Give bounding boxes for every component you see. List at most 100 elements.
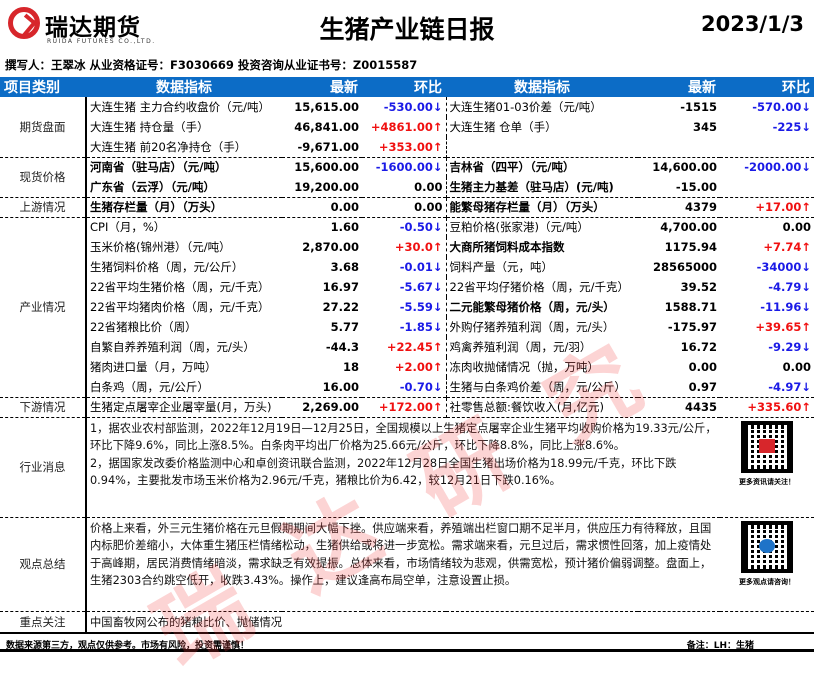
disclaimer: 数据来源第三方，观点仅供参考。市场有风险，投资需谨慎！: [6, 641, 250, 651]
change-value: +39.65↑: [755, 320, 811, 334]
table-row: 现货价格 河南省（驻马店）（元/吨） 15,600.00 -1600.00↓ 吉林省（四…: [0, 156, 814, 197]
latest-value: 15,600.00: [282, 156, 362, 177]
table-row: 22省猪粮比价（周） 5.77 -1.85↓ 外购仔猪养殖利润（周，元/头） -175.…: [0, 317, 814, 337]
indicator-name: 生猪定点屠宰企业屠宰量(月，万头): [86, 396, 282, 417]
column-header: 数据指标: [446, 77, 638, 97]
category-label: 重点关注: [0, 610, 87, 633]
change-value: -1.85↓: [399, 320, 443, 334]
column-header: 环比: [720, 77, 814, 97]
change-value: -5.67↓: [399, 280, 443, 294]
table-row: 广东省（云浮）（元/吨） 19,200.00 0.00 生猪主力基差（驻马店）(元/吨…: [0, 177, 814, 197]
latest-value: 2,870.00: [302, 240, 359, 254]
report-date: 2023/1/3: [700, 12, 804, 36]
indicator-name: 22省平均猪肉价格（周，元/千克）: [90, 300, 270, 314]
qr-caption: 更多资讯请关注！: [739, 477, 795, 486]
change-value: -0.70↓: [399, 379, 443, 394]
indicator-name: 大连生猪 前20名净持仓（手）: [90, 139, 247, 154]
latest-value: 27.22: [322, 300, 359, 314]
latest-value: -1515: [680, 100, 717, 114]
data-table: 项目类别 数据指标 最新 环比 数据指标 最新 环比 期货盘面 大连生猪 主力合约收盘价（元/…: [0, 77, 814, 633]
brand-english: RUIDA FUTURES CO.,LTD.: [47, 38, 156, 45]
latest-value: 1588.71: [664, 300, 717, 314]
table-row: 白条鸡（周，元/公斤） 16.00 -0.70↓ 生猪与白条鸡价差（周，元/公斤） 0.…: [0, 377, 814, 397]
category-label: 上游情况: [0, 196, 87, 217]
indicator-name: 饲料产量（元，吨）: [445, 257, 638, 277]
latest-value: 19,200.00: [294, 179, 359, 194]
latest-value: 46,841.00: [294, 120, 359, 134]
report-header: 瑞达期货 RUIDA FUTURES CO.,LTD. 生猪产业链日报 2023…: [0, 0, 814, 52]
latest-value: 15,615.00: [294, 100, 359, 114]
table-row: 期货盘面 大连生猪 主力合约收盘价（元/吨） 15,615.00 -530.00↓ 大连…: [0, 97, 814, 157]
indicator-name: 二元能繁母猪价格（周，元/头）: [445, 297, 638, 317]
change-value: +4861.00↑: [370, 120, 443, 134]
indicator-name: 猪肉进口量（月，万吨）: [90, 360, 217, 374]
change-value: -11.96↓: [760, 300, 811, 314]
view-row: 观点总结 价格上来看，外三元生猪价格在元旦假期期间大幅下挫。供应端来看，养殖端出栏…: [0, 516, 814, 611]
author-line: 撰写人：王翠冰 从业资格证号：F3030669 投资咨询从业证书号：Z00155…: [5, 58, 418, 72]
qr-code-block: 更多资讯请关注！: [720, 416, 814, 517]
latest-value: 5.77: [330, 320, 359, 334]
indicator-name: 22省猪粮比价（周）: [90, 320, 197, 334]
latest-value: 1175.94: [664, 240, 717, 254]
change-value: 0.00: [414, 179, 443, 194]
table-row: 22省平均猪肉价格（周，元/千克） 27.22 -5.59↓ 二元能繁母猪价格（周，元…: [0, 297, 814, 317]
table-row: 22省平均生猪价格（周，元/千克） 16.97 -5.67↓ 22省平均仔猪价格（周，…: [0, 277, 814, 297]
column-header: 最新: [638, 77, 720, 97]
latest-value: 16.00: [322, 379, 359, 394]
change-value: 0.00: [362, 196, 446, 217]
category-label: 产业情况: [0, 216, 87, 397]
indicator-name: 大连生猪01-03价差（元/吨）: [445, 97, 638, 117]
column-header: 环比: [362, 77, 446, 97]
table-row: 玉米价格(锦州港）（元/吨） 2,870.00 +30.0↑ 大商所猪饲料成本指数 11…: [0, 237, 814, 257]
table-row: 上游情况 生猪存栏量（月）（万头） 0.00 0.00 能繁母猪存栏量（月）（万头） 43…: [0, 196, 814, 217]
qr-logo-icon: [759, 438, 775, 453]
category-label: 下游情况: [0, 396, 87, 417]
change-value: -530.00↓: [383, 100, 443, 114]
table-header-row: 项目类别 数据指标 最新 环比 数据指标 最新 环比: [0, 77, 814, 97]
indicator-name: 自繁自养养殖利润（周，元/头）: [90, 340, 255, 354]
column-header: 最新: [282, 77, 362, 97]
indicator-name: 广东省（云浮）（元/吨）: [90, 179, 215, 194]
change-value: +30.0↑: [394, 240, 443, 254]
table-row: 下游情况 生猪定点屠宰企业屠宰量(月，万头) 2,269.00 +172.00↑ 社零售…: [0, 396, 814, 417]
latest-value: 4,700.00: [638, 216, 720, 237]
table-row: 大连生猪 前20名净持仓（手） -9,671.00 +353.00↑: [0, 137, 814, 157]
indicator-name: 吉林省（四平）（元/吨）: [445, 156, 638, 177]
indicator-name: 社零售总额:餐饮收入(月,亿元): [445, 396, 638, 417]
change-value: +172.00↑: [362, 396, 446, 417]
indicator-name: 玉米价格(锦州港）（元/吨）: [90, 240, 231, 254]
change-value: 0.00: [782, 360, 811, 374]
ruida-logo-icon: [8, 7, 40, 39]
latest-value: -44.3: [325, 340, 359, 354]
qr-code-block: 更多观点请咨询！: [720, 516, 814, 611]
change-value: -5.59↓: [399, 300, 443, 314]
indicator-name: 大连生猪 仓单（手）: [445, 117, 638, 137]
indicator-name: 生猪与白条鸡价差（周，元/公斤）: [445, 377, 638, 397]
column-header: 数据指标: [86, 77, 282, 97]
table-row: 大连生猪 持仓量（手） 46,841.00 +4861.00↑ 大连生猪 仓单（手） 3…: [0, 117, 814, 137]
indicator-name: 能繁母猪存栏量（月）（万头）: [445, 196, 638, 217]
latest-value: 2,269.00: [282, 396, 362, 417]
column-header: 项目类别: [0, 77, 86, 97]
focus-text: 中国畜牧网公布的猪粮比价、抛储情况: [86, 610, 814, 633]
indicator-name: 生猪存栏量（月）（万头）: [86, 196, 282, 217]
change-value: 0.00: [720, 216, 814, 237]
latest-value: -175.97: [667, 320, 717, 334]
indicator-name: 22省平均生猪价格（周，元/千克）: [90, 280, 270, 294]
qr-logo-icon: [759, 538, 775, 553]
table-row: 生猪饲料价格（周，元/公斤） 3.68 -0.01↓ 饲料产量（元，吨） 2856500…: [0, 257, 814, 277]
indicator-name: 大连生猪 持仓量（手）: [90, 120, 209, 134]
view-text: 价格上来看，外三元生猪价格在元旦假期期间大幅下挫。供应端来看，养殖端出栏窗口期不…: [86, 516, 720, 611]
latest-value: 18: [342, 360, 359, 374]
indicator-name: CPI（月，%）: [86, 216, 282, 237]
indicator-name: 白条鸡（周，元/公斤）: [90, 379, 209, 394]
category-label: 行业消息: [0, 416, 87, 517]
indicator-name: 生猪主力基差（驻马店）(元/吨): [445, 177, 638, 197]
change-value: +7.74↑: [763, 240, 811, 254]
latest-value: 0.00: [282, 196, 362, 217]
category-label: 观点总结: [0, 516, 87, 611]
change-value: [720, 137, 814, 157]
category-label: 期货盘面: [0, 97, 87, 157]
news-row: 行业消息 1，据农业农村部监测，2022年12月19日—12月25日，全国规模以上…: [0, 416, 814, 517]
indicator-name: 大商所猪饲料成本指数: [445, 237, 638, 257]
